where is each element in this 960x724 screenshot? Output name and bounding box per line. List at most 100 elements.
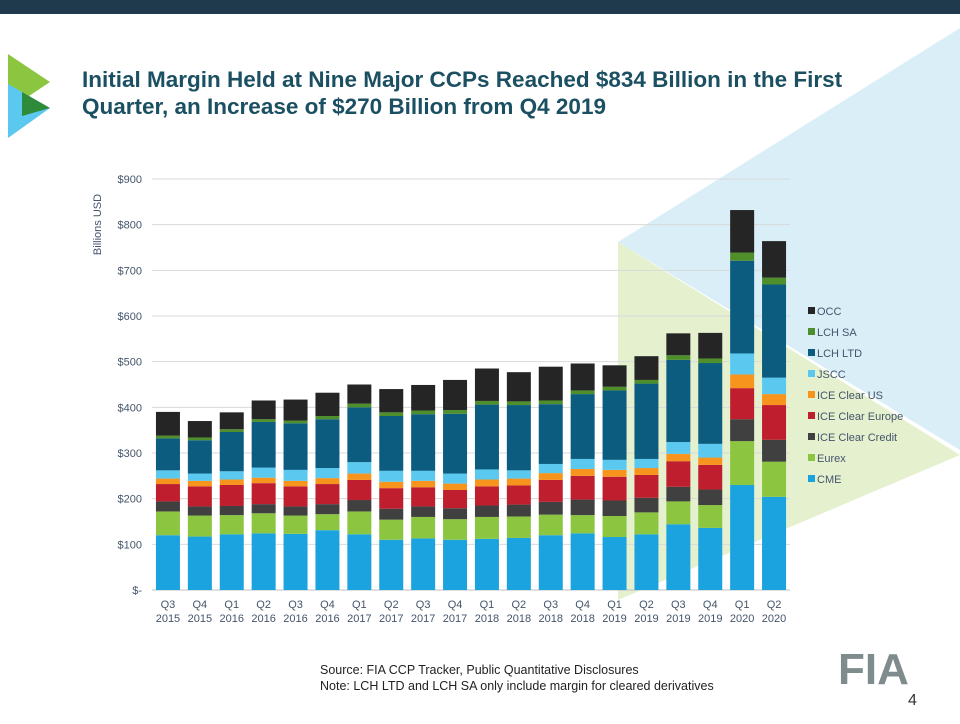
x-tick-label: 2019 [698,613,722,625]
bar-segment [538,404,563,464]
bar-segment [155,478,180,485]
bar-segment [698,527,723,590]
bar-segment [602,537,627,590]
bar-segment [155,470,180,479]
bar-segment [570,515,595,534]
x-tick-label: 2018 [475,613,499,625]
bar-segment [219,471,244,480]
bar-segment [698,464,723,490]
bar-segment [155,501,180,512]
bar-segment [634,474,659,498]
bar-segment [506,516,531,538]
legend-swatch [808,433,815,440]
bar-segment [730,374,755,389]
bar-segment [315,484,340,505]
bar-segment [538,514,563,536]
x-tick-label: Q3 [288,599,303,611]
bar-segment [315,419,340,469]
bar-segment [762,284,787,378]
x-tick-label: Q1 [607,599,622,611]
bar-segment [762,241,787,278]
bar-segment [251,419,276,422]
legend-label: JSCC [817,369,846,381]
bar-segment [379,470,404,482]
bar-segment [283,533,308,590]
bar-segment [187,473,212,481]
bar-segment [411,480,436,488]
x-tick-label: 2015 [156,613,180,625]
bar-segment [443,489,468,509]
bar-segment [411,384,436,411]
legend-swatch [808,328,815,335]
bar-segment [634,458,659,469]
bar-segment [634,512,659,535]
bar-segment [698,332,723,359]
bar-segment [283,480,308,487]
bar-segment [315,504,340,515]
bar-segment [219,429,244,432]
bar-segment [219,479,244,485]
bar-segment [602,469,627,477]
x-tick-label: Q2 [256,599,271,611]
bar-segment [698,457,723,465]
bar-segment [666,442,691,454]
bar-segment [506,470,531,479]
bar-segment [506,504,531,517]
bar-segment [602,500,627,517]
x-tick-label: Q2 [512,599,527,611]
bar-segment [411,410,436,415]
x-tick-label: 2015 [188,613,212,625]
bar-segment [251,533,276,590]
x-tick-label: 2019 [602,613,626,625]
x-tick-label: Q4 [448,599,463,611]
bar-segment [730,210,755,253]
x-tick-label: 2019 [666,613,690,625]
bar-segment [762,394,787,406]
x-tick-label: Q1 [224,599,239,611]
bar-segment [698,505,723,528]
bar-segment [698,443,723,458]
legend: CME Eurex ICE Clear Credit ICE Clear Europe… [808,306,903,486]
bar-segment [730,419,755,442]
bar-segment [634,468,659,475]
x-tick-label: Q4 [575,599,590,611]
bar-segment [379,508,404,520]
y-tick-label: $200 [118,494,142,506]
bar-segment [347,403,372,408]
x-tick-label: 2017 [443,613,467,625]
bar-segment [474,486,499,506]
x-tick-label: Q2 [639,599,654,611]
x-tick-label: 2016 [283,613,307,625]
bar-segment [379,412,404,417]
bar-segment [283,486,308,507]
bar-segment [666,501,691,525]
bar-segment [379,519,404,540]
bar-segment [411,538,436,590]
bar-segment [762,277,787,285]
bar-segment [570,533,595,590]
bar-segment [411,487,436,507]
legend-label: ICE Clear Credit [817,432,897,444]
bar-segment [443,519,468,540]
bar-segment [443,483,468,490]
bar-segment [730,260,755,354]
bar-segment [474,400,499,405]
bar-segment [602,390,627,460]
fia-chevron-logo [8,54,50,138]
bar-segment [443,379,468,411]
source-note: Source: FIA CCP Tracker, Public Quantita… [320,662,714,694]
fia-logo: FIA [838,645,909,689]
legend-label: CME [817,474,841,486]
bar-segment [283,399,308,421]
bar-segment [251,513,276,534]
bar-segment [443,473,468,484]
bar-segment [538,535,563,590]
y-tick-label: $500 [118,357,142,369]
bar-segment [283,469,308,481]
x-tick-label: 2017 [347,613,371,625]
bar-segment [634,383,659,459]
bar-segment [602,386,627,391]
bar-segment [474,505,499,517]
bar-segment [315,416,340,420]
y-tick-label: $600 [118,311,142,323]
